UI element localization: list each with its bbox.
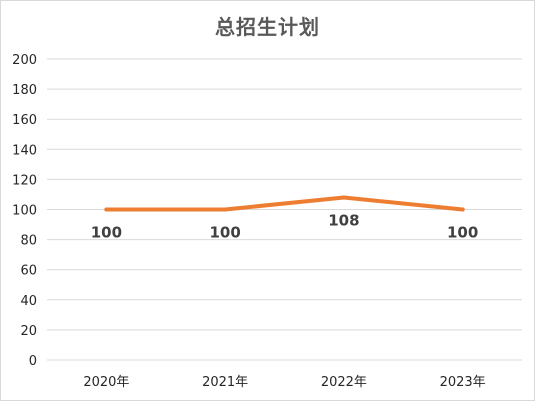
y-tick-label: 120 (12, 173, 37, 188)
x-tick-label: 2020年 (83, 375, 129, 390)
chart-title: 总招生计划 (215, 15, 320, 39)
series-line (104, 195, 465, 212)
x-tick-label: 2023年 (440, 375, 486, 390)
x-tick-label: 2022年 (321, 375, 367, 390)
y-tick-label: 40 (20, 294, 37, 309)
y-tick-label: 160 (12, 113, 37, 128)
y-tick-label: 0 (29, 354, 37, 369)
y-tick-label: 100 (12, 204, 37, 219)
data-label: 100 (447, 224, 478, 242)
y-tick-label: 140 (12, 143, 37, 158)
data-point (341, 195, 346, 200)
y-tick-label: 60 (20, 264, 37, 279)
data-label: 100 (91, 224, 122, 242)
data-point (104, 207, 109, 212)
y-tick-label: 200 (12, 53, 37, 68)
y-tick-label: 180 (12, 83, 37, 98)
data-label: 100 (209, 224, 240, 242)
data-label: 108 (328, 211, 359, 229)
x-tick-label: 2021年 (202, 375, 248, 390)
data-point (223, 207, 228, 212)
y-tick-label: 20 (20, 324, 37, 339)
data-point (460, 207, 465, 212)
y-tick-label: 80 (20, 234, 37, 249)
